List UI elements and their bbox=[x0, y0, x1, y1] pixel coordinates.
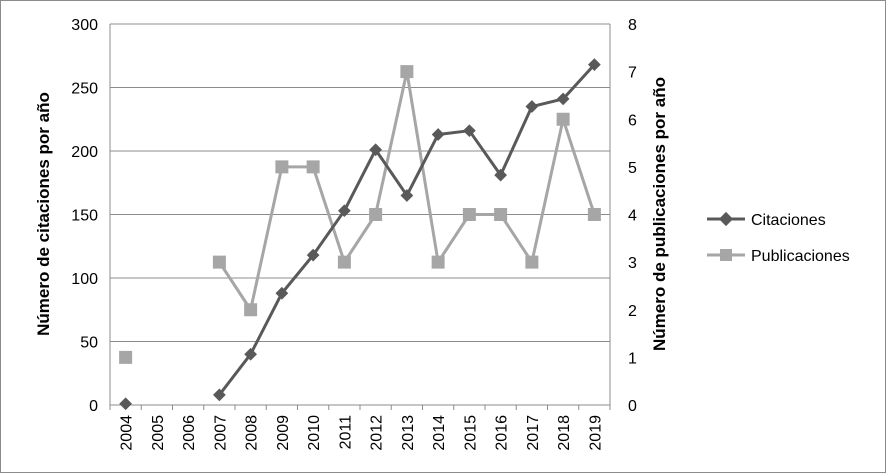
point-publicaciones bbox=[244, 303, 258, 317]
point-publicaciones bbox=[275, 160, 289, 174]
y-right-tick-label: 4 bbox=[628, 208, 637, 225]
point-citaciones bbox=[463, 124, 476, 138]
x-tick-label: 2018 bbox=[556, 415, 573, 451]
point-citaciones bbox=[525, 100, 539, 113]
x-tick-label: 2005 bbox=[150, 415, 167, 451]
point-citaciones bbox=[369, 143, 382, 157]
y-left-tick-label: 250 bbox=[71, 81, 98, 98]
point-publicaciones bbox=[369, 208, 383, 221]
x-tick-label: 2007 bbox=[212, 415, 229, 451]
point-citaciones bbox=[400, 189, 414, 202]
point-publicaciones bbox=[212, 255, 226, 269]
y-left-tick-label: 200 bbox=[71, 144, 98, 161]
y-right-tick-label: 6 bbox=[628, 112, 637, 129]
point-publicaciones bbox=[525, 255, 539, 269]
y-right-tick-label: 7 bbox=[628, 65, 637, 82]
point-publicaciones bbox=[494, 208, 508, 221]
y-right-tick-label: 3 bbox=[628, 255, 637, 272]
point-publicaciones bbox=[337, 255, 351, 269]
legend-item-citaciones: Citaciones bbox=[707, 211, 826, 229]
point-publicaciones bbox=[556, 112, 570, 126]
legend: Citaciones Publicaciones bbox=[707, 211, 850, 265]
y-left-tick-label: 100 bbox=[71, 271, 98, 288]
series bbox=[119, 58, 601, 411]
x-tick-label: 2011 bbox=[337, 415, 354, 450]
x-tick-label: 2009 bbox=[275, 415, 292, 451]
point-citaciones bbox=[338, 204, 351, 218]
point-citaciones bbox=[213, 388, 226, 402]
y-right-tick-label: 0 bbox=[628, 398, 637, 415]
point-publicaciones bbox=[400, 65, 414, 79]
x-tick-label: 2016 bbox=[494, 415, 511, 451]
y-left-tick-label: 50 bbox=[80, 335, 98, 352]
point-publicaciones bbox=[462, 208, 476, 221]
legend-item-publicaciones: Publicaciones bbox=[707, 248, 850, 265]
point-publicaciones bbox=[306, 160, 320, 174]
point-citaciones bbox=[119, 397, 132, 411]
x-tick-label: 2015 bbox=[462, 415, 479, 451]
y-right-tick-label: 2 bbox=[628, 303, 637, 320]
point-citaciones bbox=[431, 128, 445, 141]
y-right-tick-label: 5 bbox=[628, 160, 637, 177]
point-citaciones bbox=[275, 286, 289, 300]
y-right-axis-title: Número de publicaciones por año bbox=[650, 77, 669, 351]
x-tick-label: 2014 bbox=[431, 415, 448, 451]
x-tick-label: 2010 bbox=[306, 415, 323, 451]
y-right-tick-label: 8 bbox=[628, 17, 637, 34]
point-publicaciones bbox=[587, 208, 601, 221]
gridlines bbox=[110, 23, 610, 342]
x-tick-label: 2006 bbox=[181, 415, 198, 451]
legend-marker-citaciones bbox=[718, 211, 734, 227]
y-left-tick-label: 150 bbox=[71, 208, 98, 225]
x-tick-label: 2008 bbox=[244, 415, 261, 451]
tick-labels: 0 50 100 150 200 250 300 0 1 2 3 4 5 6 7 8 2004 2005 2006 2… bbox=[71, 17, 637, 451]
point-citaciones bbox=[306, 248, 320, 262]
point-citaciones bbox=[494, 168, 507, 182]
point-citaciones bbox=[244, 347, 257, 361]
x-tick-label: 2017 bbox=[525, 415, 542, 451]
y-right-tick-label: 1 bbox=[628, 350, 637, 367]
point-publicaciones bbox=[119, 350, 133, 364]
axes bbox=[109, 24, 611, 410]
y-left-tick-label: 300 bbox=[71, 17, 98, 34]
x-tick-label: 2012 bbox=[369, 415, 386, 451]
x-tick-label: 2019 bbox=[587, 415, 604, 451]
point-publicaciones bbox=[431, 255, 445, 269]
y-left-axis-title: Número de citaciones por año bbox=[34, 92, 53, 336]
legend-label-publicaciones: Publicaciones bbox=[751, 248, 850, 265]
x-tick-label: 2013 bbox=[400, 415, 417, 451]
y-left-tick-label: 0 bbox=[89, 398, 98, 415]
legend-marker-publicaciones bbox=[720, 249, 732, 261]
legend-label-citaciones: Citaciones bbox=[751, 212, 826, 229]
x-tick-label: 2004 bbox=[119, 415, 136, 451]
